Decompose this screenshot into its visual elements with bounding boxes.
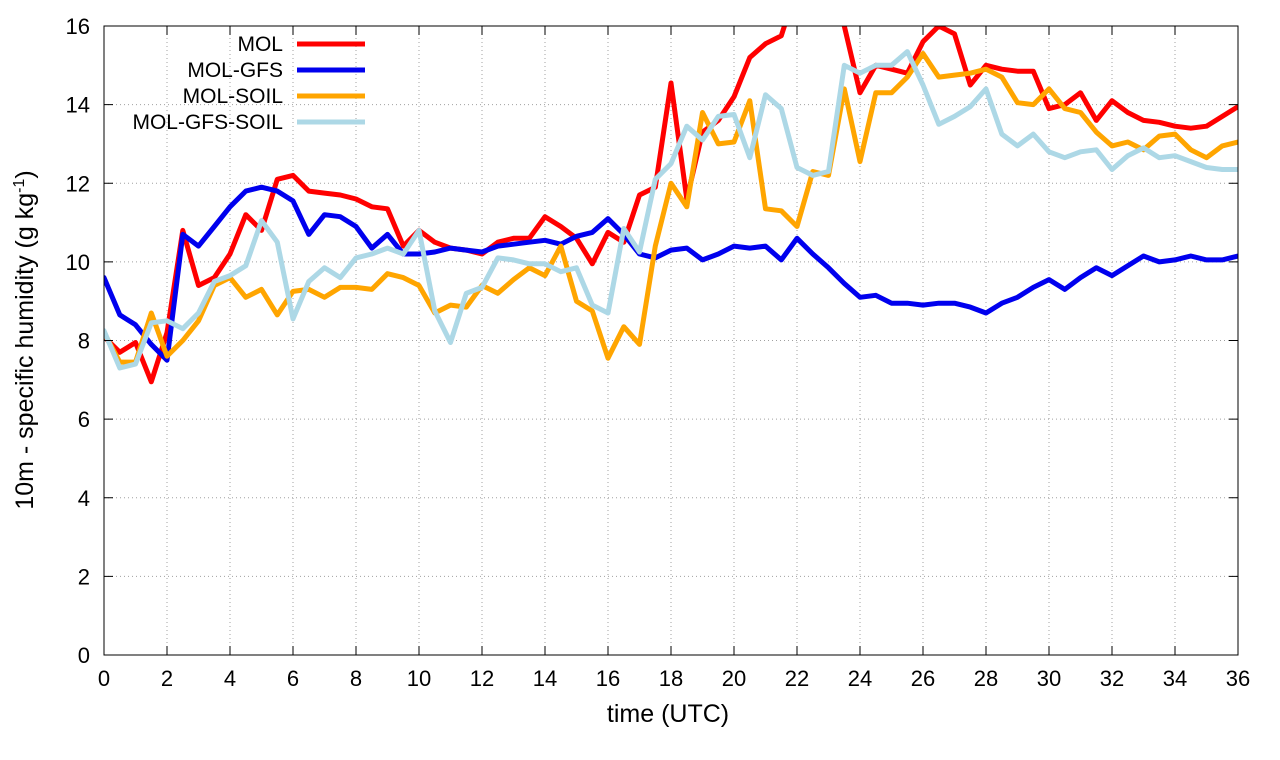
series-line-mol-gfs [104,184,1238,363]
x-tick-label: 30 [1037,666,1061,691]
y-tick-label: 0 [78,643,90,668]
y-axis-title-tail: ) [11,170,39,178]
x-tick-label: 26 [911,666,935,691]
y-axis-title: 10m - specific humidity (g kg-1) [11,170,39,509]
x-tick-label: 20 [722,666,746,691]
x-tick-label: 32 [1100,666,1124,691]
x-tick-label: 14 [533,666,557,691]
series-line-mol-gfs-soil [104,49,1238,371]
x-tick-label: 28 [974,666,998,691]
legend-label-mol: MOL [237,33,283,56]
y-tick-label: 14 [66,93,90,118]
x-axis-title: time (UTC) [607,700,729,728]
x-tick-label: 24 [848,666,872,691]
y-axis-title-main: 10m - specific humidity (g kg [11,193,39,510]
x-tick-label: 2 [161,666,173,691]
y-tick-label: 4 [78,486,90,511]
y-axis-title-sup: -1 [11,179,28,193]
x-tick-label: 18 [659,666,683,691]
x-tick-label: 10 [407,666,431,691]
x-tick-label: 0 [98,666,110,691]
series-lines [104,26,1238,385]
y-tick-label: 8 [78,329,90,354]
x-tick-label: 22 [785,666,809,691]
y-tick-label: 2 [78,564,90,589]
x-tick-label: 16 [596,666,620,691]
legend: MOL MOL-GFS MOL-SOIL MOL-GFS-SOIL [132,33,365,134]
y-tick-label: 10 [66,250,90,275]
x-tick-label: 36 [1226,666,1250,691]
legend-label-mol-gfs: MOL-GFS [187,59,283,82]
legend-label-mol-gfs-soil: MOL-GFS-SOIL [132,111,283,134]
y-tick-label: 16 [66,14,90,39]
series-line-mol-soil [104,51,1238,365]
y-tick-label: 12 [66,171,90,196]
x-tick-label: 12 [470,666,494,691]
axis-ticks: 0 2 4 6 8 10 12 14 16 18 20 22 24 26 28 30 32 34 360246810… [66,14,1251,691]
x-tick-label: 6 [287,666,299,691]
series-line-mol [104,26,1238,385]
y-tick-label: 6 [78,407,90,432]
x-tick-label: 8 [350,666,362,691]
x-tick-label: 4 [224,666,236,691]
legend-label-mol-soil: MOL-SOIL [183,85,283,108]
grid [104,26,1238,655]
x-tick-label: 34 [1163,666,1187,691]
